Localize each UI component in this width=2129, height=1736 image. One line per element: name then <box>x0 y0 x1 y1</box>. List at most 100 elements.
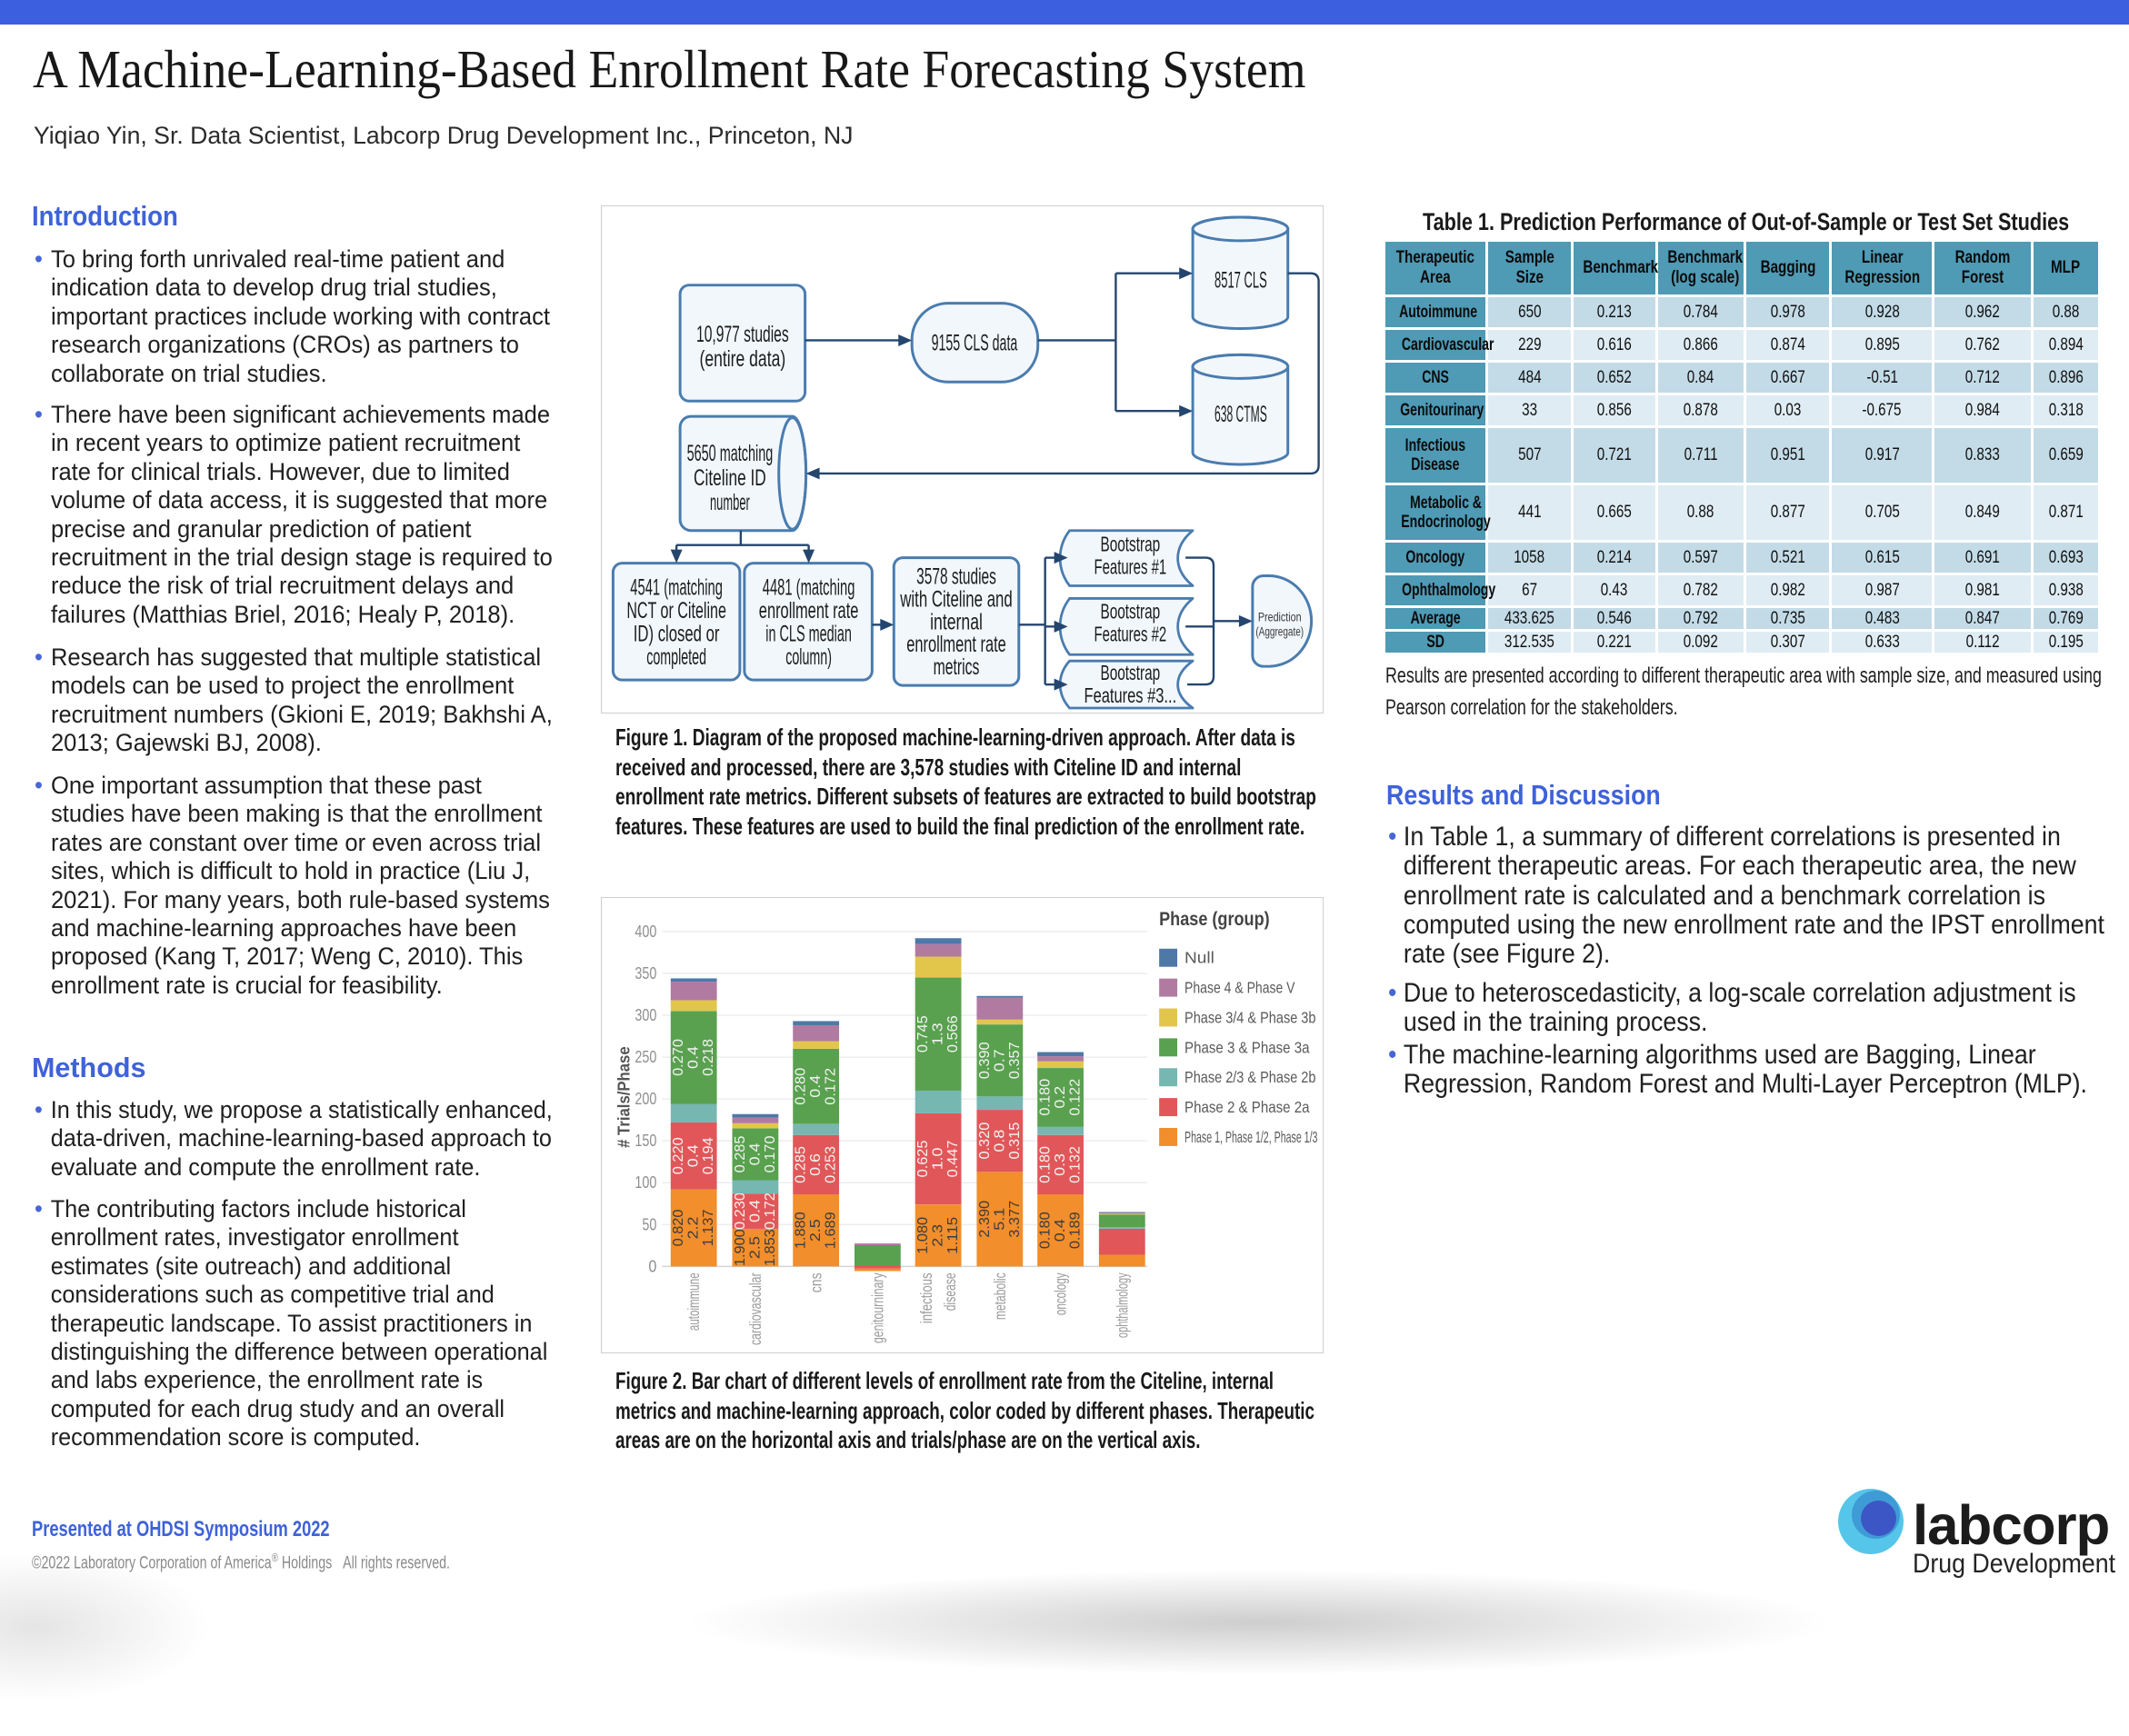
svg-text:with Citeline and: with Citeline and <box>900 586 1013 612</box>
svg-text:0.8: 0.8 <box>992 1130 1007 1152</box>
svg-text:disease: disease <box>941 1272 959 1311</box>
svg-text:Bootstrap: Bootstrap <box>1100 599 1160 623</box>
svg-text:0: 0 <box>648 1257 656 1276</box>
svg-text:0.285: 0.285 <box>794 1146 809 1183</box>
svg-text:1.080: 1.080 <box>915 1217 931 1254</box>
svg-text:0.189: 0.189 <box>1068 1212 1084 1249</box>
svg-text:(Aggregate): (Aggregate) <box>1255 624 1304 638</box>
svg-text:0.230: 0.230 <box>733 1192 748 1230</box>
svg-text:0.4: 0.4 <box>808 1075 824 1098</box>
svg-text:638 CTMS: 638 CTMS <box>1214 402 1267 427</box>
svg-text:0.172: 0.172 <box>763 1192 778 1230</box>
svg-text:3578 studies: 3578 studies <box>916 564 996 590</box>
svg-text:100: 100 <box>635 1173 656 1192</box>
svg-text:8517 CLS: 8517 CLS <box>1214 268 1267 294</box>
svg-text:Features #3...: Features #3... <box>1084 683 1177 707</box>
svg-text:0.3: 0.3 <box>1053 1153 1068 1176</box>
svg-text:5.1: 5.1 <box>992 1208 1007 1231</box>
svg-text:0.820: 0.820 <box>671 1209 686 1246</box>
svg-text:Phase (group): Phase (group) <box>1159 909 1270 930</box>
svg-text:0.7: 0.7 <box>992 1049 1007 1072</box>
svg-text:5650 matching: 5650 matching <box>687 441 774 466</box>
svg-text:2.5: 2.5 <box>747 1236 763 1259</box>
svg-text:Bootstrap: Bootstrap <box>1100 661 1160 684</box>
svg-text:0.194: 0.194 <box>701 1137 716 1174</box>
svg-text:completed: completed <box>646 644 706 670</box>
svg-text:0.180: 0.180 <box>1038 1146 1054 1183</box>
svg-text:200: 200 <box>635 1090 656 1109</box>
svg-text:Null: Null <box>1184 949 1214 967</box>
svg-text:0.285: 0.285 <box>733 1135 748 1172</box>
svg-text:0.172: 0.172 <box>824 1068 839 1105</box>
svg-text:enrollment rate: enrollment rate <box>759 598 859 624</box>
svg-text:0.270: 0.270 <box>671 1039 686 1076</box>
svg-text:0.280: 0.280 <box>794 1068 809 1105</box>
svg-text:0.320: 0.320 <box>977 1122 993 1160</box>
svg-text:0.4: 0.4 <box>686 1144 702 1167</box>
svg-text:10,977 studies: 10,977 studies <box>696 322 789 347</box>
svg-text:0.4: 0.4 <box>1053 1219 1068 1242</box>
svg-text:number: number <box>710 490 750 515</box>
svg-text:# Trials/Phase: # Trials/Phase <box>615 1046 634 1148</box>
svg-text:3.377: 3.377 <box>1007 1201 1023 1238</box>
svg-text:0.566: 0.566 <box>945 1015 961 1053</box>
svg-text:Phase 2/3 & Phase 2b: Phase 2/3 & Phase 2b <box>1184 1068 1315 1086</box>
svg-text:genitourninary: genitourninary <box>868 1272 886 1343</box>
svg-text:0.170: 0.170 <box>763 1135 778 1172</box>
svg-text:2.5: 2.5 <box>808 1219 824 1242</box>
svg-text:300: 300 <box>635 1006 656 1025</box>
svg-text:2.3: 2.3 <box>931 1224 946 1247</box>
svg-text:Phase 4 & Phase V: Phase 4 & Phase V <box>1184 979 1295 997</box>
svg-text:0.253: 0.253 <box>824 1146 839 1183</box>
svg-text:150: 150 <box>635 1132 656 1151</box>
svg-text:9155 CLS data: 9155 CLS data <box>932 330 1018 355</box>
svg-text:Citeline ID: Citeline ID <box>694 465 766 491</box>
svg-text:4541 (matching: 4541 (matching <box>630 575 723 601</box>
svg-text:250: 250 <box>635 1048 656 1067</box>
svg-text:Phase 3 & Phase 3a: Phase 3 & Phase 3a <box>1184 1038 1309 1056</box>
svg-text:1.689: 1.689 <box>824 1212 839 1249</box>
svg-text:ID) closed or: ID) closed or <box>634 622 720 647</box>
svg-text:NCT or Citeline: NCT or Citeline <box>626 598 726 624</box>
svg-text:oncology: oncology <box>1052 1272 1070 1315</box>
svg-text:internal: internal <box>930 609 983 634</box>
svg-text:Phase 1, Phase 1/2, Phase 1/3: Phase 1, Phase 1/2, Phase 1/3 <box>1184 1128 1317 1146</box>
svg-text:(entire data): (entire data) <box>700 346 786 372</box>
svg-text:1.137: 1.137 <box>701 1209 716 1246</box>
svg-text:1.880: 1.880 <box>794 1212 809 1249</box>
svg-text:cardiovascular: cardiovascular <box>746 1272 765 1345</box>
svg-text:Prediction: Prediction <box>1258 610 1302 624</box>
svg-text:50: 50 <box>642 1215 656 1234</box>
svg-text:1.853: 1.853 <box>763 1229 778 1266</box>
svg-text:0.220: 0.220 <box>671 1137 686 1174</box>
svg-text:0.218: 0.218 <box>701 1039 716 1076</box>
svg-text:0.625: 0.625 <box>915 1140 931 1177</box>
svg-text:0.315: 0.315 <box>1007 1122 1023 1160</box>
svg-text:column): column) <box>785 644 832 670</box>
svg-text:2.390: 2.390 <box>977 1201 993 1238</box>
svg-text:0.180: 0.180 <box>1038 1212 1054 1249</box>
svg-text:enrollment rate: enrollment rate <box>906 632 1006 657</box>
svg-text:0.2: 0.2 <box>1053 1086 1068 1109</box>
svg-text:autoimmune: autoimmune <box>685 1272 703 1331</box>
svg-text:Phase 3/4 & Phase 3b: Phase 3/4 & Phase 3b <box>1184 1008 1315 1026</box>
svg-text:0.4: 0.4 <box>747 1200 763 1222</box>
svg-text:0.745: 0.745 <box>915 1015 931 1053</box>
svg-text:0.180: 0.180 <box>1038 1079 1054 1116</box>
svg-text:400: 400 <box>635 923 656 942</box>
svg-text:4481 (matching: 4481 (matching <box>763 575 855 601</box>
svg-text:0.357: 0.357 <box>1007 1042 1023 1079</box>
svg-text:0.6: 0.6 <box>808 1153 824 1176</box>
svg-text:infectious: infectious <box>917 1272 935 1323</box>
svg-text:1.3: 1.3 <box>931 1023 946 1045</box>
svg-text:1.115: 1.115 <box>945 1217 961 1254</box>
svg-text:1.0: 1.0 <box>931 1147 946 1170</box>
svg-text:metabolic: metabolic <box>991 1272 1009 1320</box>
svg-text:0.132: 0.132 <box>1068 1146 1084 1183</box>
svg-text:metrics: metrics <box>934 654 980 680</box>
svg-text:0.447: 0.447 <box>945 1140 961 1177</box>
svg-text:Phase 2 & Phase 2a: Phase 2 & Phase 2a <box>1184 1098 1309 1116</box>
svg-text:Bootstrap: Bootstrap <box>1100 533 1160 556</box>
svg-text:1.900: 1.900 <box>733 1229 748 1266</box>
svg-text:Features #1: Features #1 <box>1094 555 1166 579</box>
